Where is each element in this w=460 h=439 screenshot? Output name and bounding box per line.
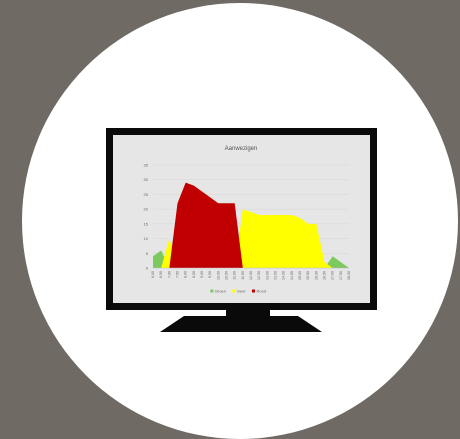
x-tick-label: 9,50 <box>208 271 212 278</box>
x-tick-label: 6,50 <box>159 271 163 278</box>
legend-swatch-groen <box>210 289 214 293</box>
y-tick-label: 5 <box>146 251 149 256</box>
y-tick-label: 35 <box>144 163 149 168</box>
x-tick-label: 9,00 <box>200 271 204 278</box>
x-tick-label: 6,00 <box>151 271 155 278</box>
chart: Aanwezigen 0 5 10 15 20 25 30 35 6,00 6,50 7,00 7,50… <box>144 146 351 294</box>
x-tick-label: 13,50 <box>273 271 277 280</box>
x-tick-label: 16,50 <box>322 271 326 280</box>
monitor-base <box>160 316 322 332</box>
y-tick-label: 20 <box>144 207 149 212</box>
y-tick-label: 30 <box>144 177 149 182</box>
x-tick-label: 10,00 <box>216 271 220 280</box>
monitor-screen: Aanwezigen 0 5 10 15 20 25 30 35 6,00 6,50 7,00 7,50… <box>113 135 370 303</box>
series-area-geel <box>153 209 349 268</box>
x-tick-label: 15,00 <box>298 271 302 280</box>
x-tick-label: 14,50 <box>290 271 294 280</box>
x-tick-label: 8,50 <box>192 271 196 278</box>
legend-swatch-geel <box>232 289 236 293</box>
series-area-rood <box>153 182 349 268</box>
y-tick-label: 10 <box>144 236 149 241</box>
x-tick-label: 14,00 <box>282 271 286 280</box>
x-tick-label: 17,00 <box>331 271 335 280</box>
x-tick-label: 15,50 <box>306 271 310 280</box>
x-tick-label: 13,00 <box>265 271 269 280</box>
x-tick-label: 12,00 <box>249 271 253 280</box>
legend-label-rood: Rood <box>257 289 267 294</box>
x-tick-label: 16,00 <box>314 271 318 280</box>
legend-label-geel: Geel <box>237 289 246 294</box>
x-tick-label: 8,00 <box>184 271 188 278</box>
x-tick-label: 12,50 <box>257 271 261 280</box>
x-tick-label: 11,50 <box>241 271 245 280</box>
y-tick-label: 0 <box>146 266 149 271</box>
x-tick-label: 7,50 <box>175 271 179 278</box>
y-tick-label: 15 <box>144 221 149 226</box>
chart-title: Aanwezigen <box>225 146 258 152</box>
x-tick-label: 7,00 <box>167 271 171 278</box>
x-tick-label: 17,50 <box>339 271 343 280</box>
legend-swatch-rood <box>252 289 255 293</box>
y-tick-label: 25 <box>144 192 149 197</box>
x-tick-label: 10,50 <box>224 271 228 280</box>
legend-label-groen: Groen <box>215 289 226 294</box>
x-tick-label: 18,00 <box>347 271 351 280</box>
x-tick-label: 11,00 <box>233 271 237 280</box>
monitor: Aanwezigen 0 5 10 15 20 25 30 35 6,00 6,50 7,00 7,50… <box>106 128 377 310</box>
